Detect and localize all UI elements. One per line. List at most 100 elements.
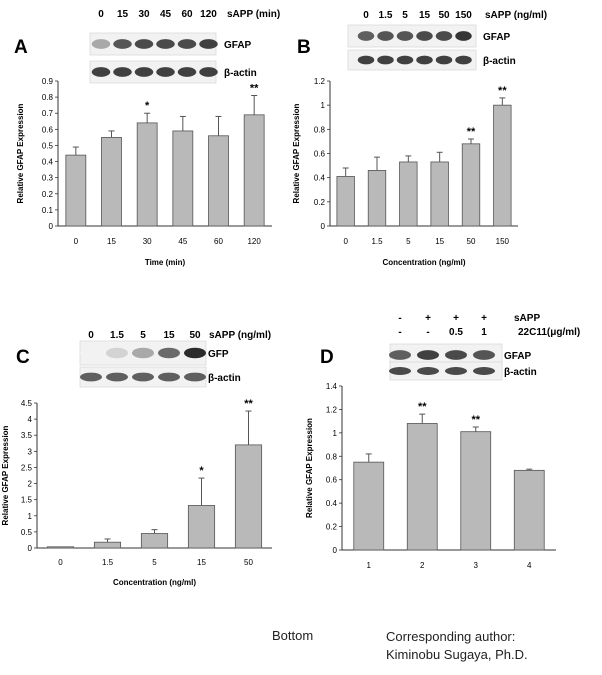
x-tick-label: 1.5 [371,237,383,246]
significance-marker: * [199,465,204,477]
blot-band [417,367,439,375]
bar [93,541,122,549]
bar [65,154,87,227]
blot-band [445,367,467,375]
bar [101,136,122,227]
blot-lane-label: 5 [402,10,408,21]
y-tick-label: 0.6 [326,476,338,485]
blot-band [445,350,467,360]
y-axis-label: Relative GFAP Expression [305,418,314,518]
y-axis-label: Relative GFAP Expression [1,425,10,525]
significance-marker: ** [244,398,253,410]
blot-band [80,372,102,382]
y-axis-label: Relative GFAP Expression [292,103,301,203]
y-tick-label: 0 [333,546,338,555]
blot-lane-label: 150 [455,10,472,21]
author-heading: Corresponding author: [386,629,516,644]
blot-band [106,372,128,382]
x-tick-label: 150 [496,237,510,246]
blot-band [184,372,206,382]
y-tick-label: 0.4 [314,174,326,183]
x-tick-label: 30 [143,237,152,246]
bar [493,104,512,227]
bar [243,114,265,227]
blot-treatment-value: + [453,313,459,324]
x-tick-label: 1 [367,561,372,570]
blot-band [91,67,111,77]
blot-row-label: GFAP [504,351,532,362]
blot-band [357,31,375,41]
panel-b: B 0 1.5 5 15 50 150 sAPP (ng/ml) GFAP β-actin [297,10,547,71]
y-tick-label: 0.1 [42,206,54,215]
blot-band [113,39,132,49]
blot-row-label: β-actin [224,68,257,79]
x-axis-label: Concentration (ng/ml) [113,578,196,587]
x-tick-label: 50 [244,558,253,567]
panel-c: C 0 1.5 5 15 50 sAPP (ng/ml) GFP β-actin [16,330,271,388]
blot-band [80,347,102,359]
panel-d: D - + + + sAPP - - 0.5 1 22C11(μg/ml) GFAP β-actin [320,313,580,381]
chart-b: 0 0.2 0.4 0.6 0.8 1 1.2 0 1.5 5 15 ** 50 ** 150 Concent… [292,77,518,267]
y-tick-label: 0.8 [326,452,338,461]
blot-band [113,67,132,77]
blot-band [199,39,218,49]
blot-treatment-row-label: sAPP [514,313,540,324]
blot-row-label: β-actin [208,373,241,384]
blot-band [455,55,472,65]
blot-band [357,55,375,65]
blot-band [177,39,197,49]
bar [430,161,449,227]
y-axis-label: Relative GFAP Expression [16,103,25,203]
significance-marker: ** [471,414,480,426]
blot-row-label: GFAP [224,40,252,51]
blot-band [396,31,414,41]
blot-row-label: GFP [208,349,229,360]
blot-lane-label: 0 [363,10,369,21]
blot-lane-label: 60 [181,9,193,20]
panel-a: A 0 15 30 45 60 120 sAPP (min) GFAP β-actin [14,9,280,84]
blot-row-label: GFAP [483,32,511,43]
bar [208,135,229,227]
y-tick-label: 3 [28,447,33,456]
x-tick-label: 50 [467,237,476,246]
panel-label-d: D [320,347,334,368]
y-tick-label: 0.2 [326,523,338,532]
blot-lane-label: 15 [117,9,129,20]
chart-d: 0 0.2 0.4 0.6 0.8 1 1.2 1.4 1 ** 2 ** 3 4 Relative GFA… [305,382,556,570]
blot-band [473,367,495,375]
y-tick-label: 1 [321,101,326,110]
bar [367,170,387,227]
y-tick-label: 0 [49,222,54,231]
author-name: Kiminobu Sugaya, Ph.D. [386,647,528,662]
bar [136,122,158,227]
blot-lane-label: 5 [140,330,146,341]
blot-treatment-value: - [398,327,401,338]
y-tick-label: 0.5 [42,141,54,150]
y-tick-label: 0.3 [42,174,54,183]
bar [336,176,355,227]
blot-band [156,39,175,49]
panel-label-a: A [14,37,28,58]
y-tick-label: 2 [28,480,33,489]
blot-lane-label: 15 [419,10,431,21]
blot-treatment-value: + [481,313,487,324]
bar [353,461,385,551]
blot-lane-label: 15 [163,330,175,341]
y-tick-label: 0.8 [42,93,54,102]
y-tick-label: 0 [28,544,33,553]
blot-band [377,31,394,41]
blot-band [132,347,154,359]
bar [46,546,75,549]
y-tick-label: 1 [333,429,338,438]
y-tick-label: 0.8 [314,125,326,134]
x-axis-label: Time (min) [145,258,186,267]
blot-band [417,350,439,360]
bar [399,161,418,227]
y-tick-label: 1.2 [314,77,326,86]
blot-row-label: β-actin [483,56,516,67]
x-tick-label: 0 [343,237,348,246]
blot-band [158,347,180,359]
blot-lane-label: 0 [98,9,104,20]
blot-lane-label: 120 [200,9,217,20]
